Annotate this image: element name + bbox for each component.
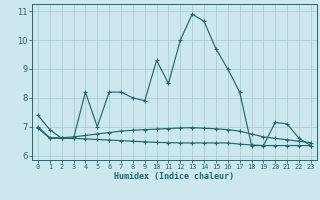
X-axis label: Humidex (Indice chaleur): Humidex (Indice chaleur) — [115, 172, 234, 181]
